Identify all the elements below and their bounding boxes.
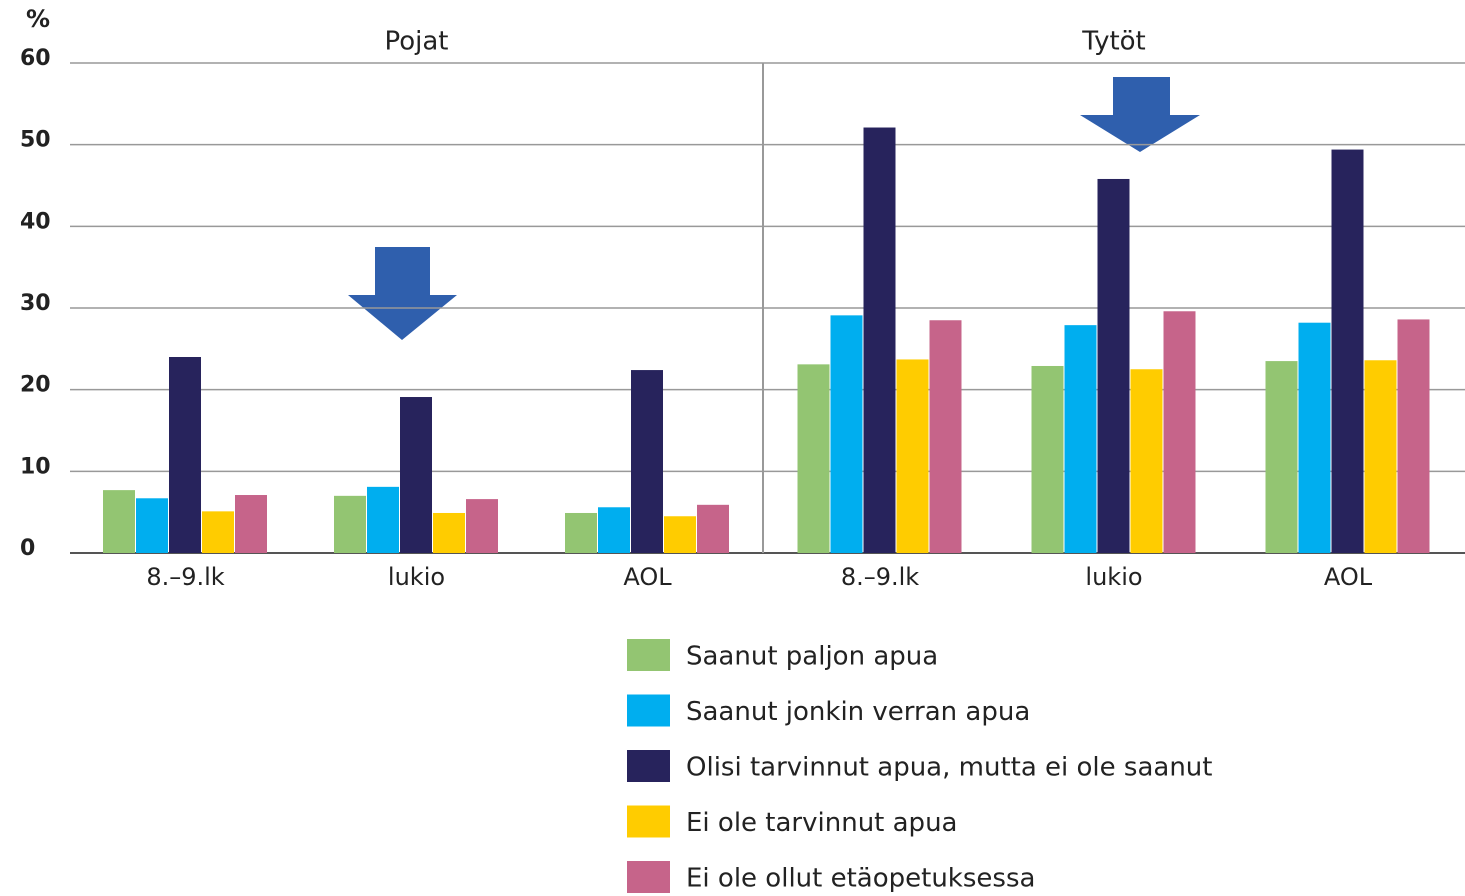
y-tick-label: 10 <box>20 454 51 479</box>
bar <box>664 516 696 553</box>
bar <box>1364 360 1397 553</box>
bar <box>169 357 201 553</box>
y-tick-label: 40 <box>20 209 51 234</box>
bar <box>1265 361 1298 553</box>
x-tick-label: AOL <box>1324 563 1373 591</box>
bar <box>136 498 168 553</box>
x-tick-label: lukio <box>1085 563 1142 591</box>
arrow <box>1080 77 1200 152</box>
y-axis-label: % <box>26 5 50 33</box>
legend-label: Saanut paljon apua <box>686 642 938 672</box>
bar <box>929 320 962 553</box>
bar <box>697 504 729 553</box>
legend-label: Ei ole ollut etäopetuksessa <box>686 864 1035 894</box>
bar <box>1331 149 1364 554</box>
bar <box>565 512 597 553</box>
bar <box>1097 178 1130 553</box>
bar <box>433 512 465 553</box>
legend-swatch <box>627 805 670 838</box>
legend-swatch <box>627 639 670 671</box>
bar <box>1064 325 1097 553</box>
panel-title: Pojat <box>384 27 448 57</box>
x-tick-label: 8.–9.lk <box>146 563 224 591</box>
bar <box>1130 369 1163 553</box>
legend-swatch <box>627 861 670 893</box>
bar <box>1397 319 1430 553</box>
bar <box>334 495 366 553</box>
bar <box>202 511 234 553</box>
legend-label: Ei ole tarvinnut apua <box>686 808 957 838</box>
x-tick-label: 8.–9.lk <box>841 563 919 591</box>
y-tick-label: 60 <box>20 46 51 71</box>
y-tick-label: 20 <box>20 373 51 398</box>
legend-swatch <box>627 750 670 782</box>
bar <box>797 364 830 553</box>
bar <box>235 495 267 553</box>
bar <box>863 127 896 554</box>
bar <box>400 397 432 553</box>
y-tick-label: 30 <box>20 291 51 316</box>
bar <box>1298 322 1331 553</box>
x-tick-label: lukio <box>388 563 445 591</box>
legend-label: Olisi tarvinnut apua, mutta ei ole saanu… <box>686 753 1212 783</box>
bar <box>367 486 399 553</box>
legend-swatch <box>627 694 670 727</box>
x-tick-label: AOL <box>623 563 672 591</box>
panel-title: Tytöt <box>1081 27 1146 57</box>
bar <box>631 370 663 553</box>
bar <box>466 499 498 553</box>
y-tick-label: 0 <box>20 536 35 561</box>
bar <box>103 490 135 553</box>
bar <box>830 315 863 553</box>
bar <box>1031 365 1064 553</box>
y-tick-label: 50 <box>20 128 51 153</box>
arrow <box>348 247 457 340</box>
bar <box>896 359 929 553</box>
legend-label: Saanut jonkin verran apua <box>686 697 1030 727</box>
bar <box>1163 311 1196 553</box>
bar <box>598 507 630 553</box>
